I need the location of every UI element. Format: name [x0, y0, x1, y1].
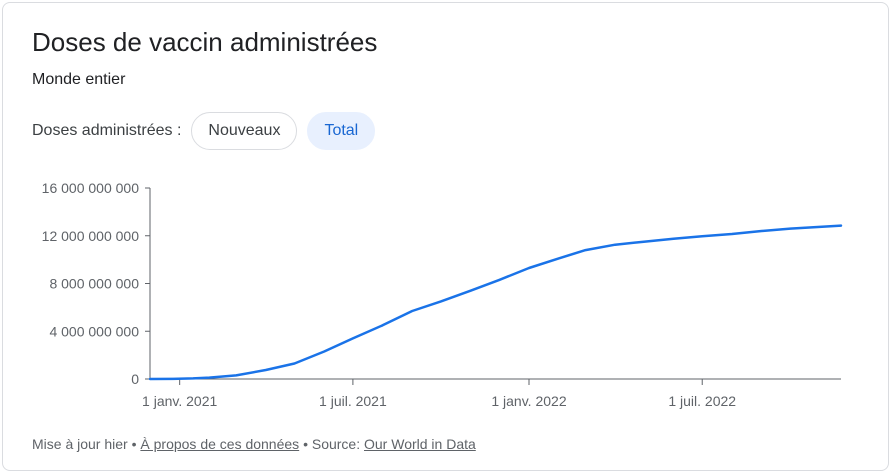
x-tick-label: 1 janv. 2021 — [142, 393, 217, 409]
chip-new-doses[interactable]: Nouveaux — [191, 112, 298, 150]
y-tick-label: 8 000 000 000 — [49, 276, 139, 292]
updated-text: Mise à jour hier — [32, 436, 128, 452]
y-tick-label: 0 — [131, 371, 139, 387]
footer-separator: • — [303, 436, 308, 452]
x-tick-label: 1 juil. 2022 — [668, 393, 736, 409]
x-tick-label: 1 juil. 2021 — [319, 393, 387, 409]
y-tick-label: 12 000 000 000 — [42, 228, 140, 244]
series-line-total-doses — [148, 224, 843, 381]
card-title: Doses de vaccin administrées — [32, 27, 378, 57]
chart-footer: Mise à jour hier • À propos de ces donné… — [32, 436, 476, 452]
doses-filter: Doses administrées : Nouveaux Total — [32, 111, 385, 151]
y-tick-label: 4 000 000 000 — [49, 323, 139, 339]
about-data-link[interactable]: À propos de ces données — [140, 436, 300, 452]
doses-line-chart: 0 4 000 000 000 8 000 000 000 12 000 000 00… — [42, 180, 843, 409]
filter-label: Doses administrées : — [32, 122, 182, 139]
footer-separator: • — [131, 436, 137, 452]
x-tick-label: 1 janv. 2022 — [491, 393, 566, 409]
region-subtitle: Monde entier — [32, 71, 126, 88]
chip-total-doses[interactable]: Total — [307, 112, 376, 150]
source-prefix: Source: — [311, 436, 361, 452]
source-link[interactable]: Our World in Data — [364, 436, 476, 452]
y-tick-label: 16 000 000 000 — [42, 180, 140, 196]
